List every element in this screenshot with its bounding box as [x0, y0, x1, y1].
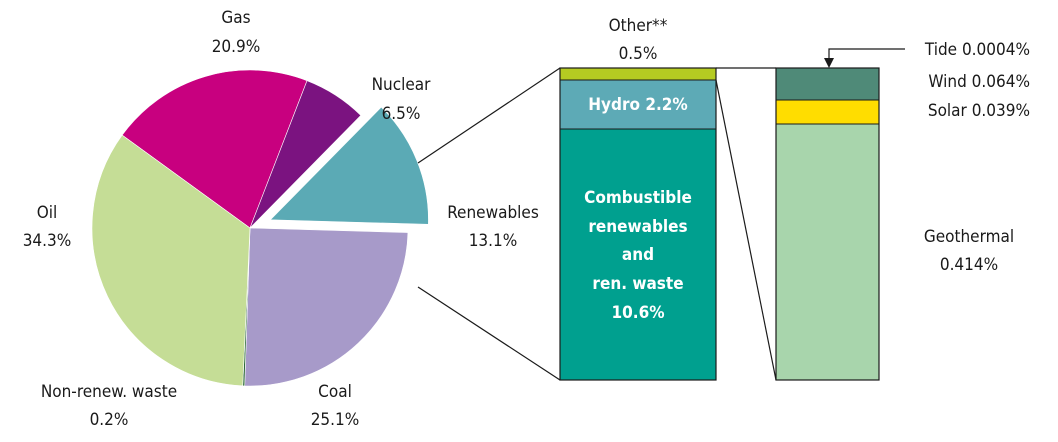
label-non-renew-waste: Non-renew. waste — [41, 382, 177, 402]
pie-slice-nuclear — [249, 80, 362, 229]
value-geothermal: 0.414% — [940, 255, 998, 275]
bar-segment-combustible — [560, 129, 716, 380]
label-other: Other** — [609, 16, 668, 36]
bar-segment-solar — [776, 100, 879, 124]
value-gas: 20.9% — [212, 37, 261, 57]
label-coal: Coal — [318, 382, 352, 402]
label-solar: Solar 0.039% — [928, 101, 1030, 121]
value-other: 0.5% — [619, 44, 658, 64]
label-oil: Oil — [37, 203, 58, 223]
tide-arrow-line — [828, 48, 905, 60]
tide-arrow-head — [824, 58, 834, 68]
bar2-outline — [775, 67, 880, 381]
pie-slice-gas — [121, 69, 308, 229]
connector-line-top — [417, 67, 561, 164]
bar-segment-other — [560, 68, 716, 80]
connector-line-bottom — [417, 286, 561, 381]
value-non-renew-waste: 0.2% — [90, 410, 129, 430]
label-wind: Wind 0.064% — [928, 72, 1030, 92]
label-combustible-line-3: and — [622, 245, 654, 265]
label-nuclear: Nuclear — [372, 75, 432, 95]
value-nuclear: 6.5% — [382, 104, 421, 124]
pie-slice-coal — [244, 227, 409, 387]
connector-line-other-bottom — [715, 79, 777, 381]
bar-segment-hydro — [560, 80, 716, 129]
value-coal: 25.1% — [311, 410, 360, 430]
label-gas: Gas — [221, 8, 250, 28]
label-renewables: Renewables — [447, 203, 539, 223]
bar-segment-geothermal — [776, 124, 879, 380]
bar-segment-wind — [776, 68, 879, 100]
label-tide: Tide 0.0004% — [924, 40, 1030, 60]
label-combustible-line-4: ren. waste — [592, 274, 683, 294]
label-combustible-line-1: Combustible — [584, 188, 692, 208]
label-hydro: Hydro 2.2% — [588, 95, 688, 115]
bar1-outline — [559, 67, 717, 381]
pie-slice-oil — [91, 134, 251, 387]
label-geothermal: Geothermal — [924, 227, 1014, 247]
value-combustible: 10.6% — [611, 303, 664, 323]
pie-slice-renewables — [269, 106, 429, 225]
label-combustible-line-2: renewables — [588, 217, 687, 237]
value-renewables: 13.1% — [469, 231, 518, 251]
value-oil: 34.3% — [23, 231, 72, 251]
